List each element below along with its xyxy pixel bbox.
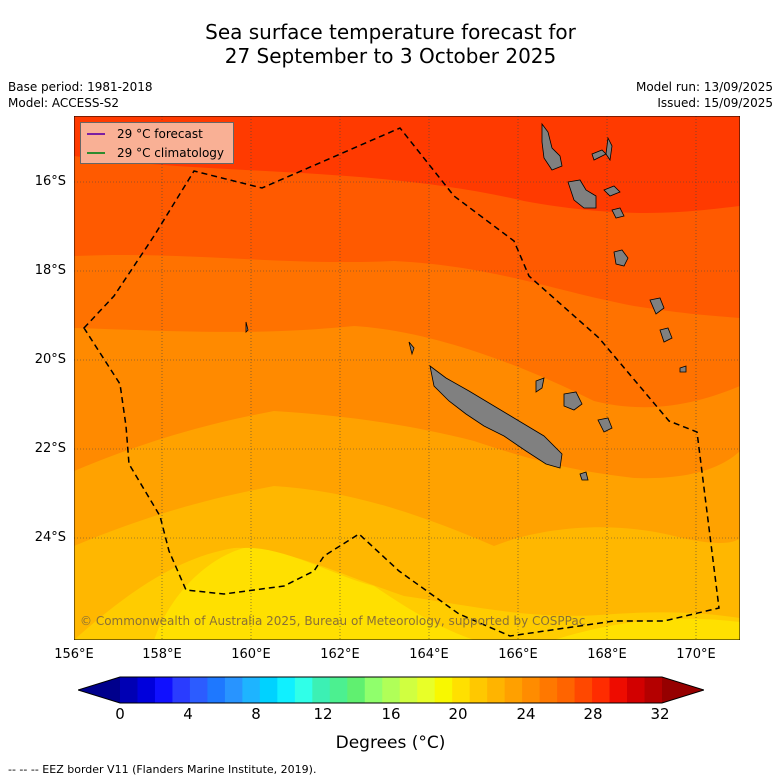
colorbar-cell bbox=[259, 677, 278, 703]
colorbar-tick-4: 4 bbox=[183, 705, 193, 723]
colorbar-cell bbox=[557, 677, 576, 703]
chart-title-line1: Sea surface temperature forecast for bbox=[205, 20, 576, 44]
vanuatu-espiritu-santo bbox=[541, 122, 563, 171]
lat-label-18s: 18°S bbox=[34, 263, 66, 278]
loyalty-mare bbox=[597, 417, 613, 433]
meta-left: Base period: 1981-2018 Model: ACCESS-S2 bbox=[8, 79, 153, 111]
lon-label-170e: 170°E bbox=[676, 647, 716, 662]
belep-islands bbox=[408, 341, 415, 356]
model-run: Model run: 13/09/2025 bbox=[635, 80, 773, 94]
colorbar-cell bbox=[609, 677, 628, 703]
vanuatu-efate bbox=[613, 249, 629, 267]
model-name: Model: ACCESS-S2 bbox=[8, 96, 120, 110]
graticule bbox=[74, 116, 740, 640]
lon-label-158e: 158°E bbox=[142, 647, 182, 662]
vanuatu-shepherds bbox=[611, 207, 625, 219]
colorbar-cell bbox=[592, 677, 611, 703]
lon-label-166e: 166°E bbox=[498, 647, 538, 662]
lon-label-160e: 160°E bbox=[231, 647, 271, 662]
colorbar-cell bbox=[172, 677, 191, 703]
legend-climatology-label: 29 °C climatology bbox=[117, 146, 225, 160]
colorbar-tick-20: 20 bbox=[448, 705, 468, 723]
colorbar-tick-16: 16 bbox=[381, 705, 401, 723]
land-masses bbox=[245, 122, 687, 481]
colorbar-tick-32: 32 bbox=[650, 705, 670, 723]
colorbar-tick-8: 8 bbox=[251, 705, 261, 723]
colorbar-min-arrow bbox=[78, 677, 120, 703]
colorbar-cell bbox=[574, 677, 593, 703]
lat-label-24s: 24°S bbox=[34, 530, 66, 545]
chart-title-line2: 27 September to 3 October 2025 bbox=[224, 44, 557, 68]
vanuatu-ambae bbox=[591, 149, 607, 161]
vanuatu-epi bbox=[603, 185, 621, 197]
colorbar-cell bbox=[644, 677, 663, 703]
colorbar-cell bbox=[137, 677, 156, 703]
colorbar-cell bbox=[452, 677, 471, 703]
lat-label-22s: 22°S bbox=[34, 441, 66, 456]
meta-right: Model run: 13/09/2025 Issued: 15/09/2025 bbox=[636, 79, 773, 111]
sst-band-8b bbox=[554, 618, 740, 640]
colorbar-tick-28: 28 bbox=[583, 705, 603, 723]
lon-label-162e: 162°E bbox=[320, 647, 360, 662]
lat-label-20s: 20°S bbox=[34, 352, 66, 367]
sst-band-8 bbox=[154, 547, 474, 640]
vanuatu-erromango bbox=[649, 297, 665, 315]
vanuatu-pentecost bbox=[605, 136, 613, 162]
colorbar-cell bbox=[434, 677, 453, 703]
colorbar-cell bbox=[487, 677, 506, 703]
vanuatu-tanna bbox=[659, 327, 673, 343]
colorbar-cell bbox=[347, 677, 366, 703]
lon-label-168e: 168°E bbox=[587, 647, 627, 662]
colorbar-max-arrow bbox=[662, 677, 704, 703]
eez-footnote: -- -- -- EEZ border V11 (Flanders Marine… bbox=[8, 763, 317, 776]
new-caledonia bbox=[429, 365, 563, 469]
colorbar-cell bbox=[207, 677, 226, 703]
colorbar-cell bbox=[539, 677, 558, 703]
lat-label-16s: 16°S bbox=[34, 174, 66, 189]
colorbar-cell bbox=[627, 677, 646, 703]
colorbar-cell bbox=[504, 677, 523, 703]
eez-border bbox=[83, 127, 720, 637]
colorbar-cell bbox=[417, 677, 436, 703]
colorbar-cell bbox=[120, 677, 138, 703]
lon-label-164e: 164°E bbox=[409, 647, 449, 662]
colorbar-cell bbox=[224, 677, 243, 703]
loyalty-ouvea bbox=[535, 377, 545, 393]
colorbar-cell bbox=[522, 677, 541, 703]
legend-climatology-line bbox=[87, 152, 105, 154]
colorbar-cell bbox=[189, 677, 208, 703]
colorbar-cell bbox=[469, 677, 488, 703]
colorbar-cell bbox=[329, 677, 348, 703]
vanuatu-aneityum bbox=[679, 365, 687, 373]
colorbar-cell bbox=[242, 677, 261, 703]
colorbar-tick-12: 12 bbox=[313, 705, 333, 723]
legend-forecast-line bbox=[87, 133, 105, 135]
colorbar-cell bbox=[154, 677, 173, 703]
copyright-notice: © Commonwealth of Australia 2025, Bureau… bbox=[80, 614, 586, 628]
base-period: Base period: 1981-2018 bbox=[8, 80, 153, 94]
lon-label-156e: 156°E bbox=[54, 647, 94, 662]
colorbar-tick-24: 24 bbox=[516, 705, 536, 723]
colorbar-cell bbox=[312, 677, 331, 703]
colorbar-tick-0: 0 bbox=[115, 705, 125, 723]
colorbar-outline bbox=[78, 676, 704, 704]
colorbar-cell bbox=[382, 677, 401, 703]
colorbar-title: Degrees (°C) bbox=[335, 733, 446, 753]
colorbar-cells bbox=[120, 677, 663, 703]
colorbar-cell bbox=[277, 677, 296, 703]
vanuatu-malekula bbox=[567, 179, 597, 209]
issued-date: Issued: 15/09/2025 bbox=[657, 96, 773, 110]
colorbar bbox=[78, 676, 704, 704]
chesterfield-reef bbox=[245, 321, 249, 333]
legend-forecast-label: 29 °C forecast bbox=[117, 127, 203, 141]
loyalty-lifou bbox=[563, 391, 583, 411]
legend-climatology-row: 29 °C climatology bbox=[87, 144, 224, 162]
map-legend: 29 °C forecast 29 °C climatology bbox=[80, 122, 234, 164]
colorbar-cell bbox=[294, 677, 313, 703]
colorbar-cell bbox=[364, 677, 383, 703]
sst-map bbox=[74, 116, 740, 640]
colorbar-cell bbox=[399, 677, 418, 703]
legend-forecast-row: 29 °C forecast bbox=[87, 125, 203, 143]
isle-of-pines bbox=[579, 471, 589, 481]
